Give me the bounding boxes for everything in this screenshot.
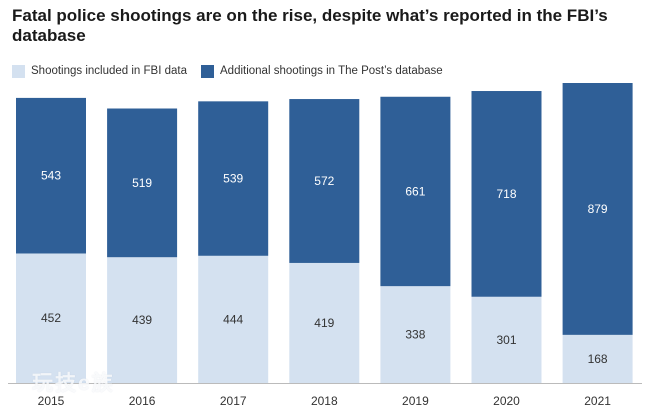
bar-segment-post [380, 96, 451, 287]
data-label-post: 572 [314, 174, 334, 188]
legend-label-post: Additional shootings in The Post’s datab… [220, 65, 443, 77]
data-label-fbi: 301 [496, 333, 516, 347]
bar-segment-fbi [289, 262, 360, 383]
data-label-post: 661 [405, 184, 425, 198]
legend-label-fbi: Shootings included in FBI data [31, 65, 187, 77]
data-label-post: 879 [588, 202, 608, 216]
x-tick-label: 2019 [402, 394, 429, 408]
legend-item-post: Additional shootings in The Post’s datab… [201, 64, 443, 78]
data-label-fbi: 168 [588, 352, 608, 366]
bar-segment-post [198, 101, 269, 256]
chart-legend: Shootings included in FBI data Additiona… [12, 63, 457, 79]
bar-segment-fbi [562, 334, 633, 383]
watermark-text: 玩技e族 [32, 372, 115, 395]
x-tick-label: 2020 [493, 394, 520, 408]
x-tick-label: 2016 [129, 394, 156, 408]
bar-segment-fbi [198, 255, 269, 383]
data-label-fbi: 444 [223, 312, 243, 326]
bar-segment-post [16, 97, 86, 254]
bar-segment-post [289, 99, 360, 263]
bar-segment-fbi [471, 296, 542, 383]
data-label-fbi: 452 [41, 311, 61, 325]
legend-item-fbi: Shootings included in FBI data [12, 64, 187, 78]
data-label-post: 718 [496, 187, 516, 201]
chart-title: Fatal police shootings are on the rise, … [12, 6, 608, 45]
data-label-post: 519 [132, 176, 152, 190]
data-label-fbi: 338 [405, 328, 425, 342]
legend-swatch-post [201, 64, 214, 78]
data-label-post: 543 [41, 169, 61, 183]
x-tick-label: 2015 [38, 394, 65, 408]
data-label-fbi: 419 [314, 316, 334, 330]
bar-segment-fbi [380, 286, 451, 383]
data-label-fbi: 439 [132, 313, 152, 327]
bar-segment-post [107, 108, 178, 258]
data-label-post: 539 [223, 172, 243, 186]
bar-segment-fbi [107, 257, 178, 383]
bar-segment-post [471, 91, 542, 297]
x-tick-label: 2021 [584, 394, 611, 408]
bar-segment-fbi [16, 253, 86, 383]
legend-swatch-fbi [12, 64, 25, 78]
x-tick-label: 2017 [220, 394, 247, 408]
x-tick-label: 2018 [311, 394, 338, 408]
bar-segment-post [562, 83, 633, 335]
